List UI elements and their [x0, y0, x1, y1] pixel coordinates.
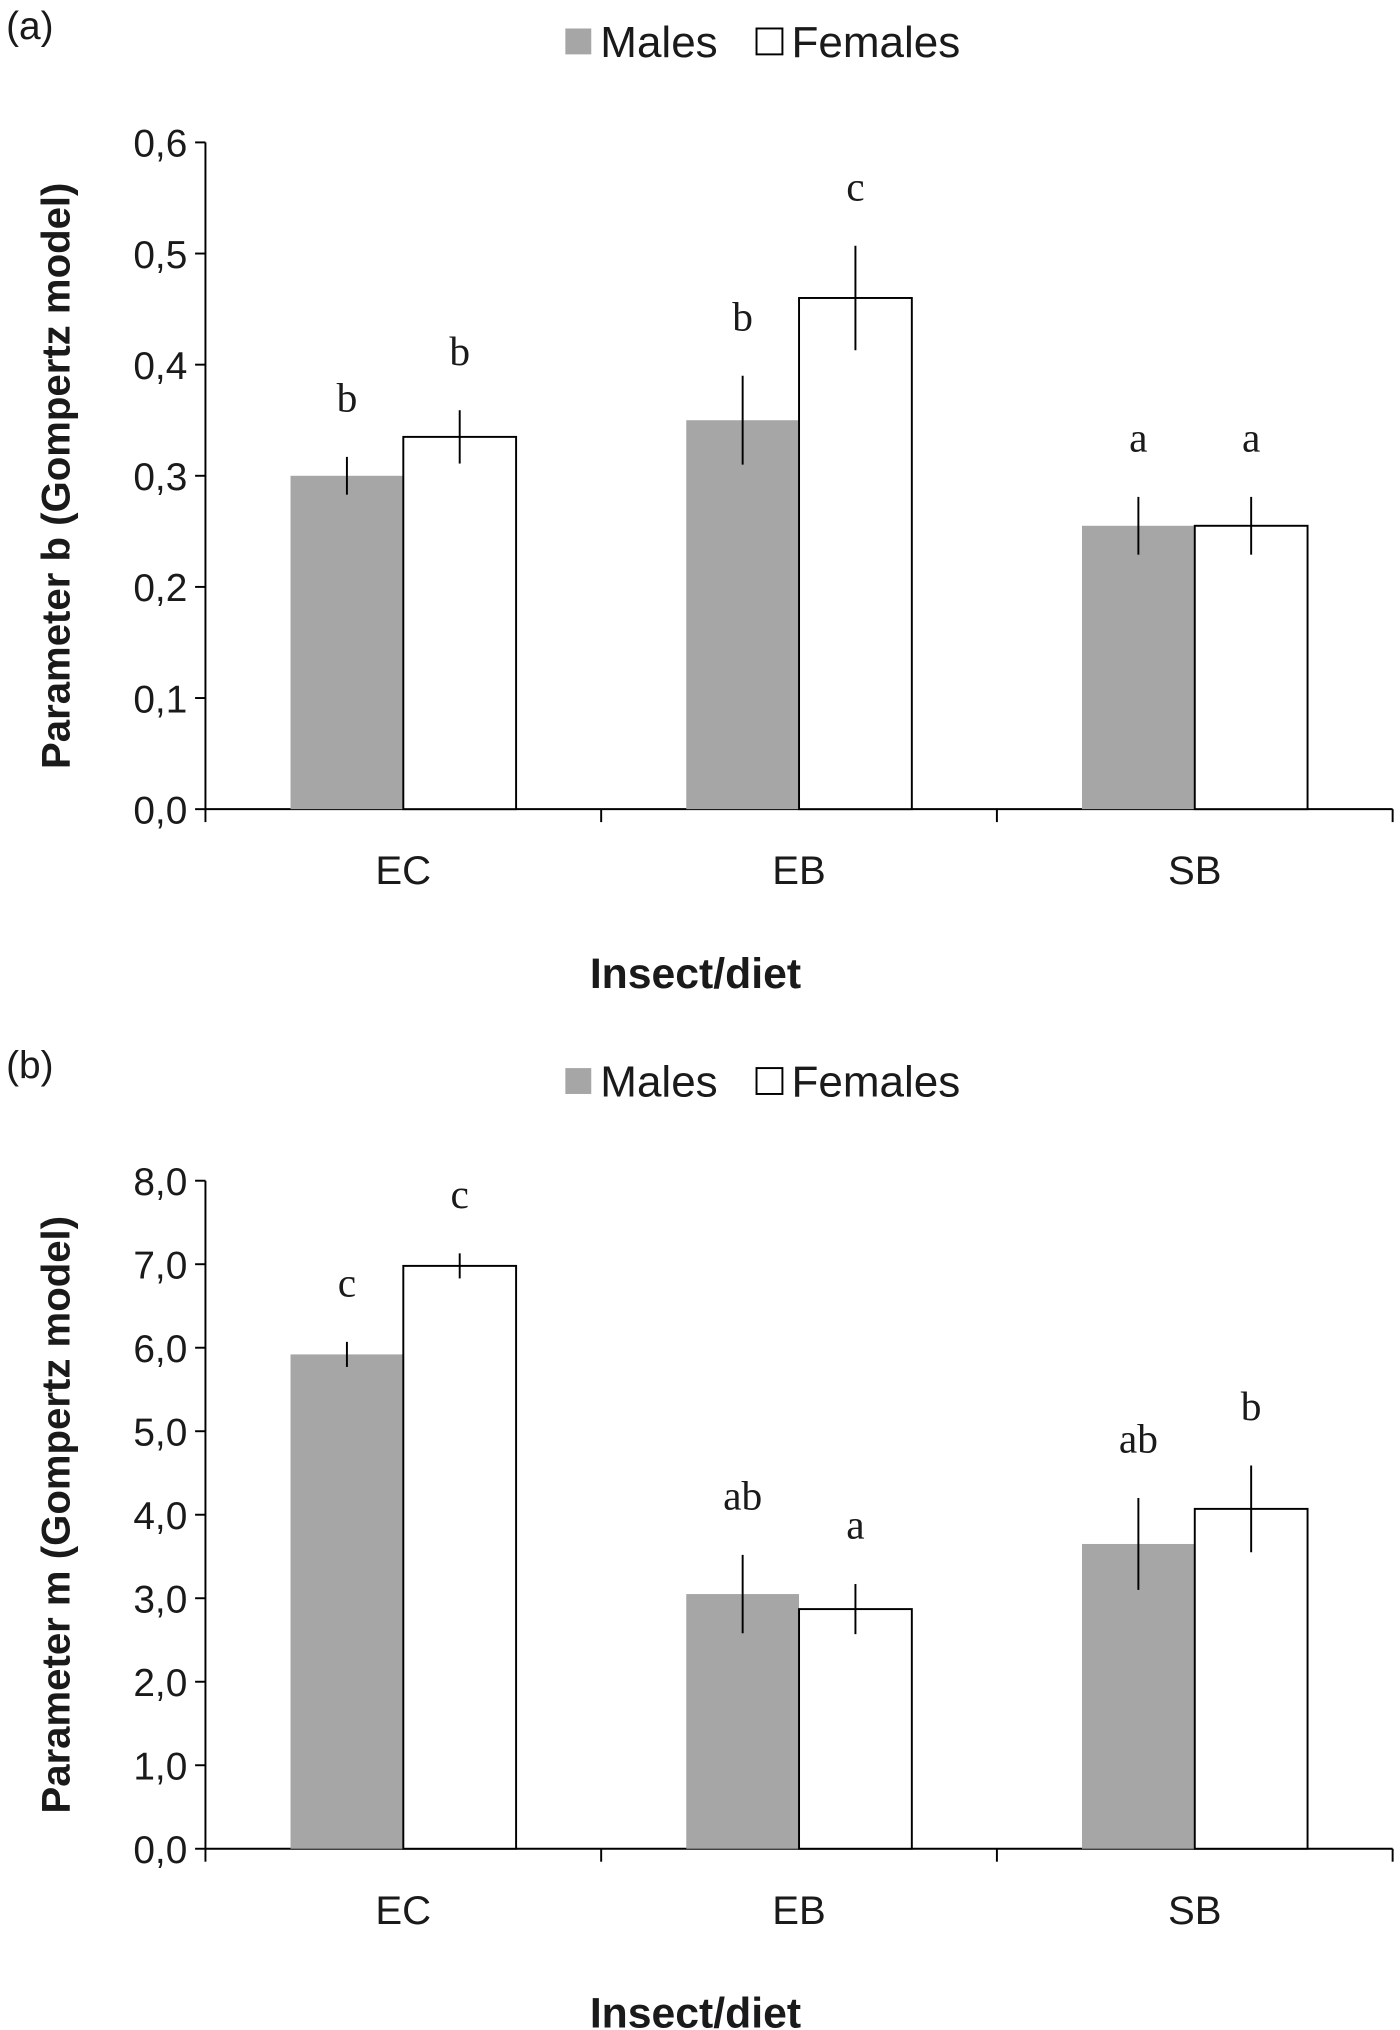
x-tick-label: EC [375, 1888, 431, 1933]
panel-label: (a) [6, 5, 53, 48]
legend-label: Females [791, 1058, 960, 1107]
legend-label: Females [791, 18, 960, 67]
significance-letter: b [1241, 1383, 1262, 1429]
legend-swatch [755, 1067, 784, 1095]
significance-letter: ab [723, 1473, 762, 1519]
significance-letter: b [732, 293, 753, 339]
y-tick-label: 8,0 [133, 1161, 187, 1204]
panel-label: (b) [6, 1044, 53, 1087]
y-tick-label: 2,0 [133, 1662, 187, 1705]
y-tick-label: 4,0 [133, 1495, 187, 1538]
legend-label: Males [600, 18, 717, 67]
significance-letter: a [846, 1502, 864, 1548]
bar [1193, 1507, 1309, 1850]
x-axis-title: Insect/diet [590, 1989, 801, 2030]
significance-letter: ab [1119, 1416, 1158, 1462]
bar [798, 297, 913, 811]
legend-swatch [565, 1068, 592, 1094]
x-tick-label: EC [375, 848, 431, 893]
bar [1081, 1543, 1195, 1849]
y-tick-label: 0,5 [133, 234, 187, 277]
bar [402, 435, 518, 811]
y-tick-label: 0,3 [133, 456, 187, 499]
y-tick-label: 0,0 [133, 1829, 187, 1872]
y-tick-label: 5,0 [133, 1411, 187, 1454]
bar [798, 1608, 913, 1850]
x-tick-label: SB [1168, 848, 1222, 893]
significance-letter: a [1129, 415, 1147, 461]
x-tick-label: EB [772, 1888, 826, 1933]
y-tick-label: 0,1 [133, 678, 187, 721]
y-tick-label: 0,4 [133, 345, 187, 388]
y-tick-label: 0,2 [133, 567, 187, 610]
y-tick-label: 1,0 [133, 1745, 187, 1788]
significance-letter: c [451, 1171, 469, 1217]
bar [402, 1264, 518, 1850]
legend-label: Males [600, 1058, 717, 1107]
significance-letter: b [449, 328, 470, 374]
y-tick-label: 6,0 [133, 1328, 187, 1371]
bar [686, 1594, 800, 1849]
y-axis-title: Parameter b (Gompertz model) [34, 183, 79, 769]
bar [1193, 524, 1309, 811]
x-tick-label: SB [1168, 1888, 1222, 1933]
y-axis-title: Parameter m (Gompertz model) [34, 1216, 79, 1814]
significance-letter: a [1242, 415, 1260, 461]
bar [686, 420, 800, 810]
x-axis-title: Insect/diet [590, 950, 801, 998]
x-tick-label: EB [772, 848, 826, 893]
y-tick-label: 0,0 [133, 789, 187, 832]
y-tick-label: 3,0 [133, 1578, 187, 1621]
y-tick-label: 0,6 [133, 123, 187, 166]
legend-swatch [755, 27, 784, 56]
significance-letter: c [846, 163, 864, 209]
bar [290, 475, 404, 810]
y-tick-label: 7,0 [133, 1244, 187, 1287]
significance-letter: c [338, 1260, 356, 1306]
bar [1081, 525, 1195, 810]
significance-letter: b [337, 375, 358, 421]
bar [290, 1354, 404, 1849]
legend-swatch [565, 28, 592, 55]
